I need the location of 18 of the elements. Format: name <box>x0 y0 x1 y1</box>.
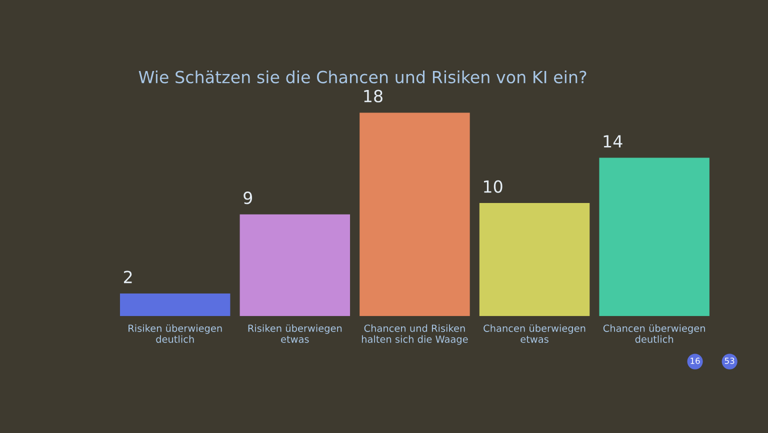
data-label: 18 <box>364 90 382 102</box>
bar <box>120 293 230 316</box>
x-tick-label: Chancen überwiegen deutlich <box>603 324 705 343</box>
data-label: 14 <box>604 135 622 148</box>
x-tick-label: Risiken überwiegen etwas <box>248 324 342 343</box>
x-tick-label: Chancen und Risiken halten sich die Waage <box>362 324 468 345</box>
bar <box>479 203 590 316</box>
x-tick-label: Risiken überwiegen deutlich <box>128 324 222 343</box>
x-tick-label: Chancen überwiegen etwas <box>484 324 586 343</box>
text: 16 <box>690 358 700 364</box>
text: 53 <box>724 358 734 364</box>
data-label: 10 <box>484 180 502 193</box>
bar <box>240 214 350 316</box>
data-label: 9 <box>244 192 252 204</box>
data-label: 2 <box>124 270 132 284</box>
bar <box>599 158 710 316</box>
chart-title: Wie Schätzen sie die Chancen und Risiken von KI ein? <box>138 70 586 84</box>
bar <box>360 112 470 316</box>
